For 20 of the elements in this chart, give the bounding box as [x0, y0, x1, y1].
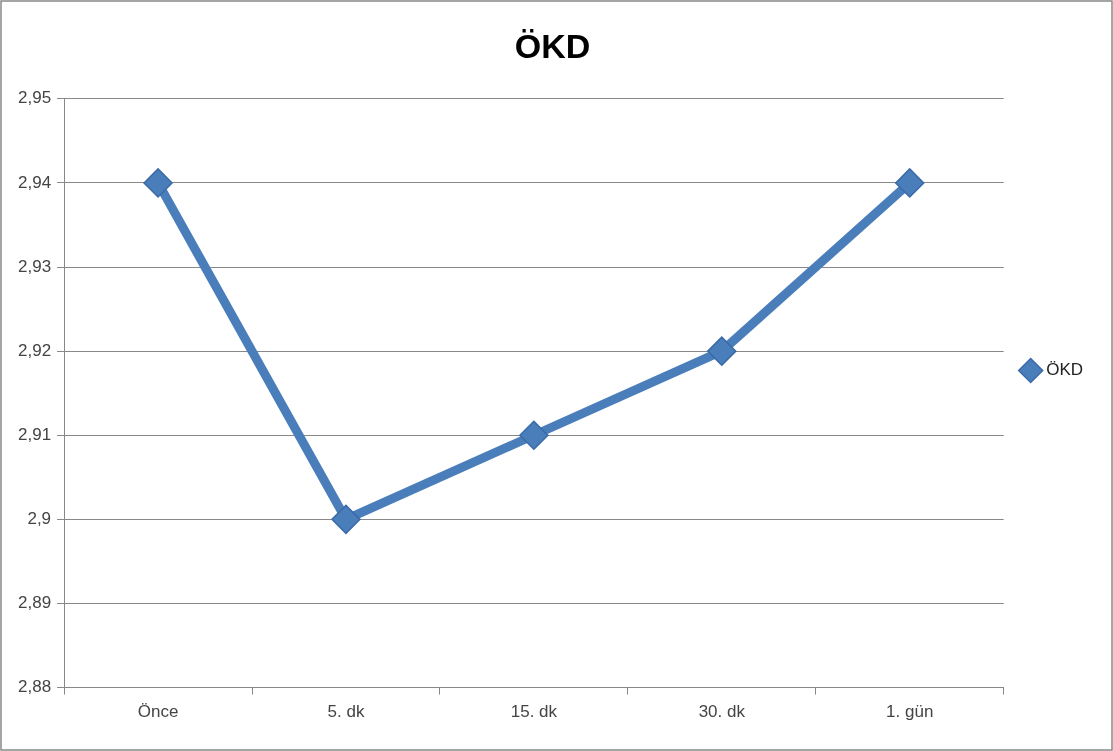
- point: [331, 504, 361, 535]
- x-tick-label: Önce: [137, 702, 179, 722]
- y-tick-label: 2,88: [17, 677, 52, 697]
- point: [707, 336, 737, 366]
- point: [143, 168, 173, 198]
- y-tick-label: 2,9: [27, 509, 52, 529]
- x-tick-label: 15. dk: [510, 702, 558, 722]
- y-tick-label: 2,89: [17, 593, 52, 613]
- y-tick-label: 2,95: [17, 88, 52, 108]
- y-tick-label: 2,92: [17, 340, 52, 360]
- y-tick-label: 2,91: [17, 424, 52, 444]
- legend-label: ÖKD: [1046, 360, 1083, 380]
- point: [894, 168, 925, 198]
- point: [519, 420, 549, 451]
- chart-title: ÖKD: [514, 26, 591, 65]
- y-tick-label: 2,93: [17, 256, 52, 276]
- x-tick-label: 5. dk: [327, 702, 365, 722]
- y-tick-label: 2,94: [17, 172, 52, 192]
- x-tick-label: 1. gün: [886, 702, 934, 722]
- x-tick-label: 30. dk: [698, 702, 746, 722]
